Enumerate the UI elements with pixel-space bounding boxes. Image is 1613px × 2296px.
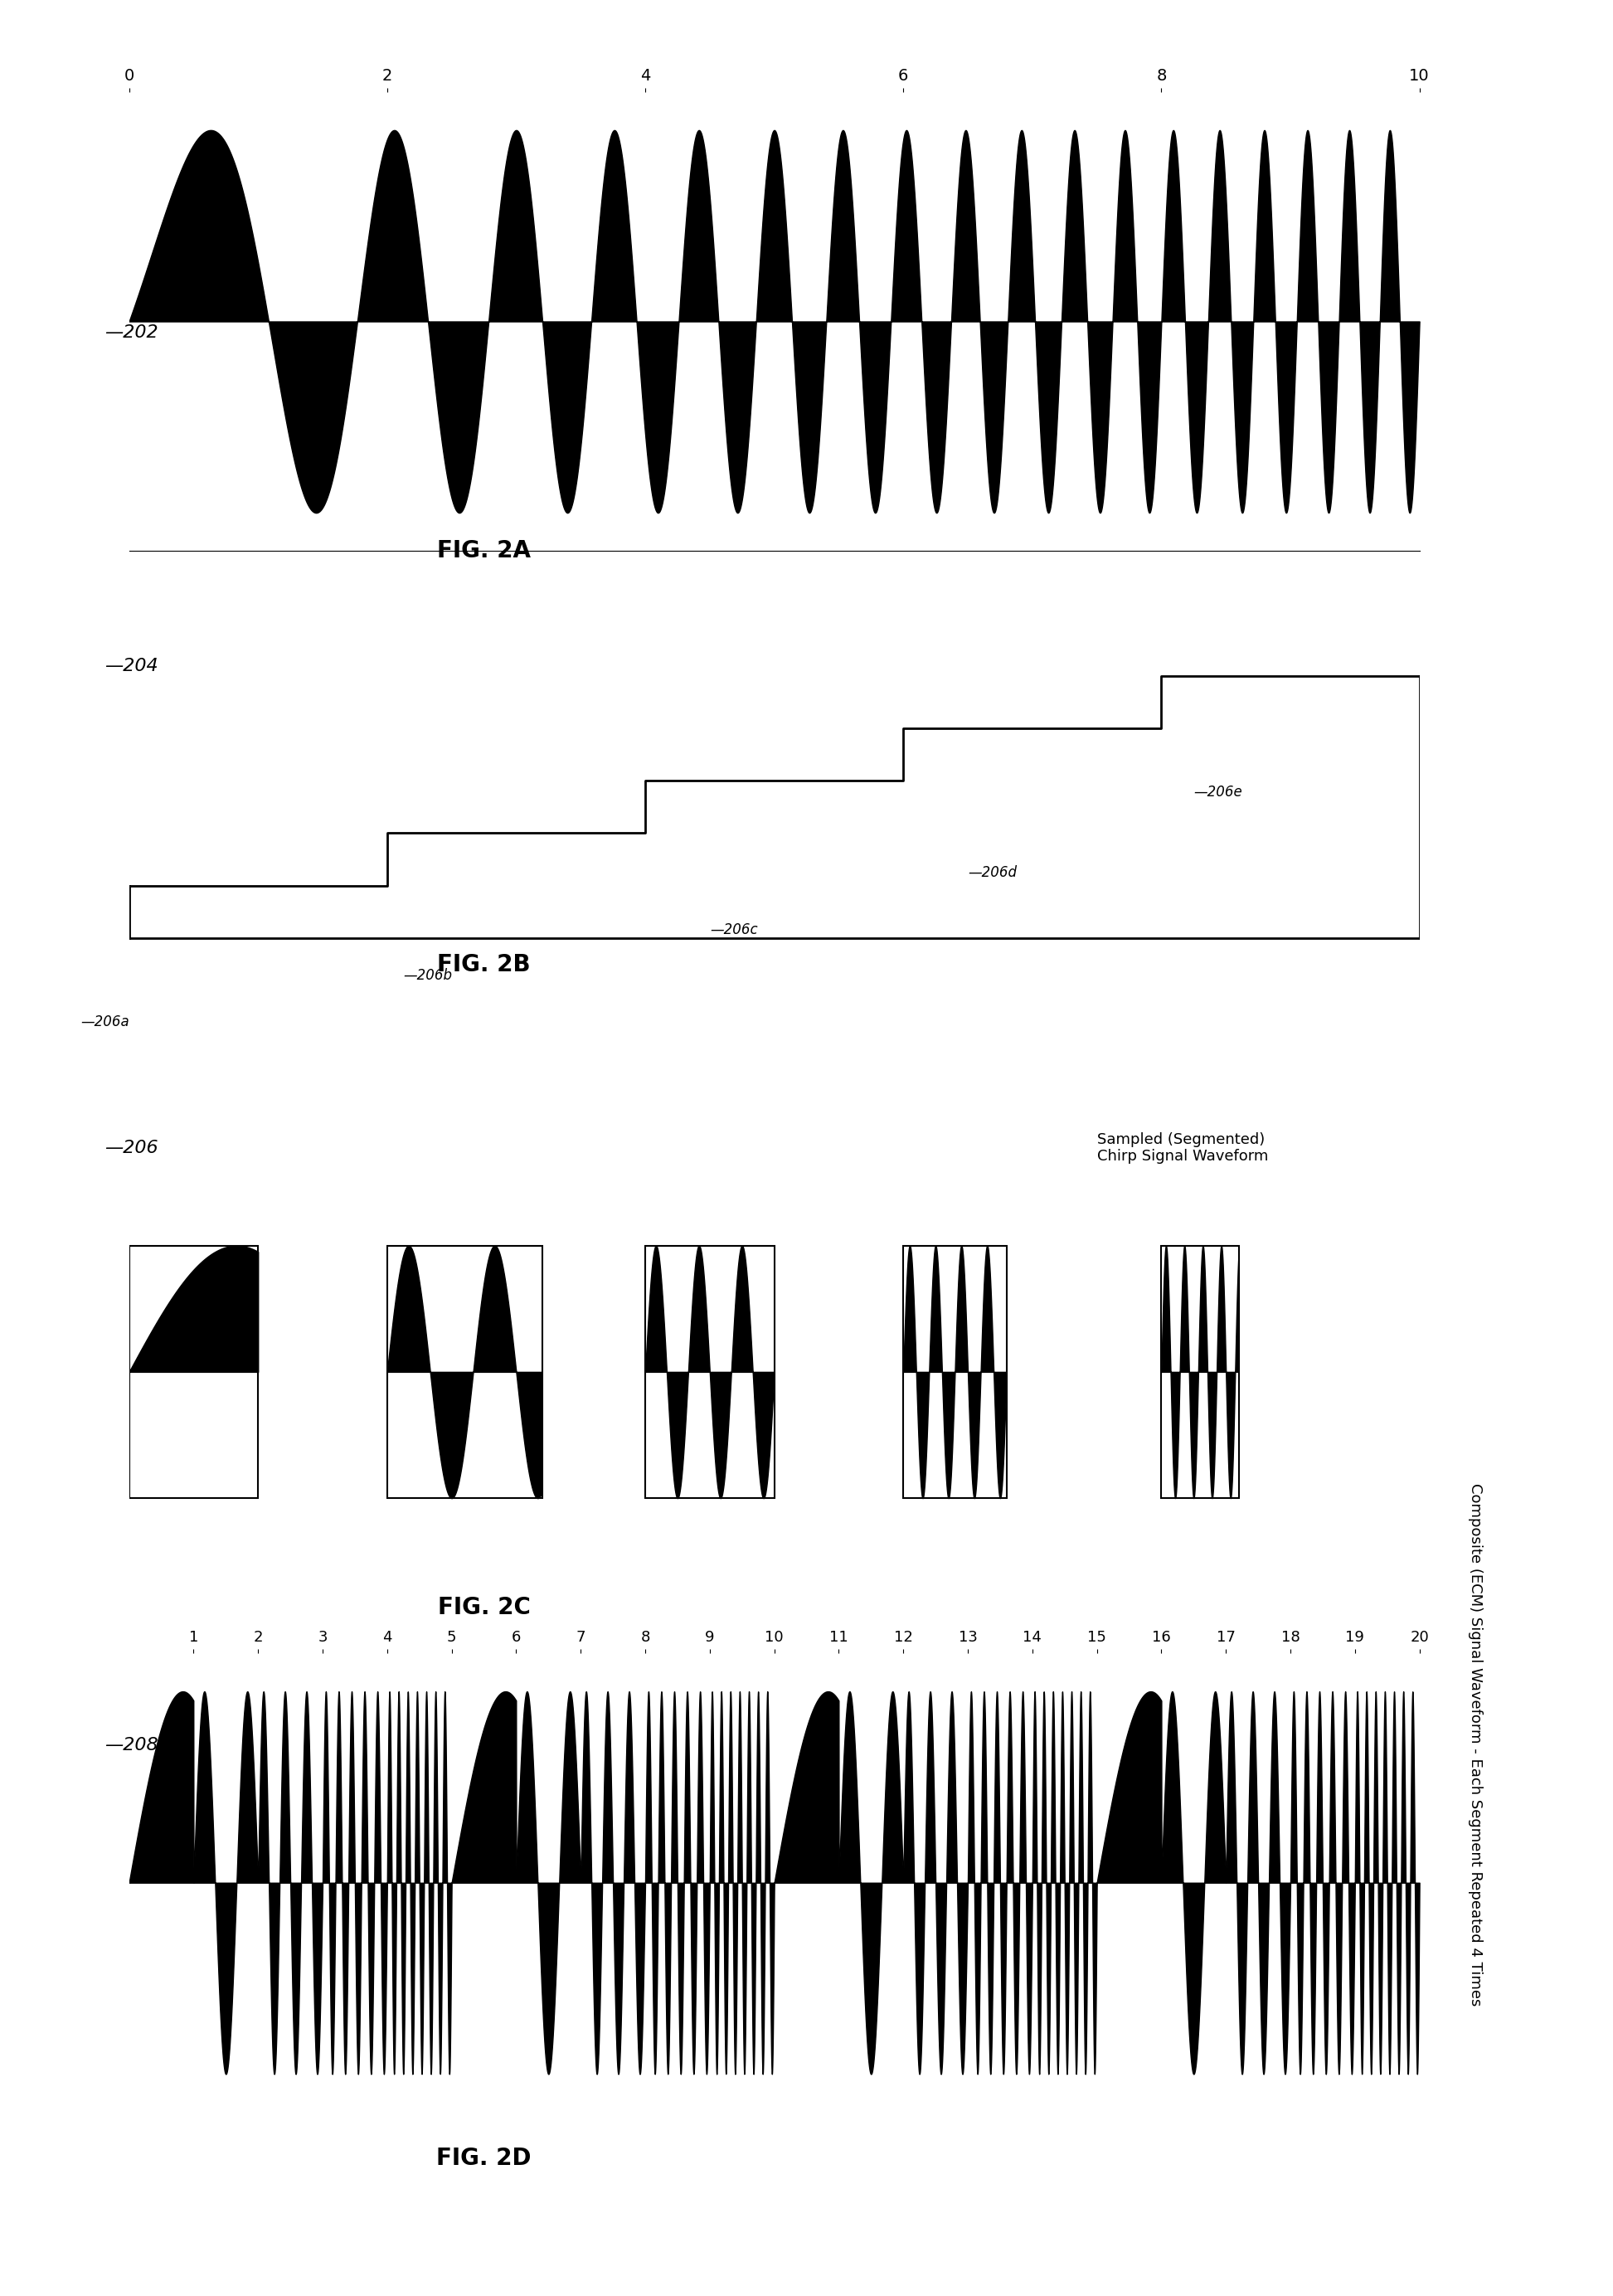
Text: Sampled (Segmented)
Chirp Signal Waveform: Sampled (Segmented) Chirp Signal Wavefor…: [1097, 1132, 1268, 1164]
Bar: [903, 1244, 1007, 1499]
Text: FIG. 2C: FIG. 2C: [437, 1596, 531, 1619]
Bar: [129, 1244, 258, 1499]
Text: —204: —204: [105, 657, 158, 675]
Text: FIG. 2B: FIG. 2B: [437, 953, 531, 976]
Bar: [645, 1244, 774, 1499]
Text: —208: —208: [105, 1736, 158, 1754]
Bar: [387, 1244, 542, 1499]
Text: Composite (ECM) Signal Waveform - Each Segment Repeated 4 Times: Composite (ECM) Signal Waveform - Each S…: [1468, 1483, 1482, 2007]
Text: —206e: —206e: [1194, 785, 1242, 799]
Text: FIG. 2D: FIG. 2D: [437, 2147, 531, 2170]
Text: —206: —206: [105, 1139, 158, 1157]
Text: —202: —202: [105, 324, 158, 342]
Text: —206a: —206a: [81, 1015, 129, 1029]
Bar: [1161, 1244, 1239, 1499]
Text: —206d: —206d: [968, 866, 1016, 879]
Text: FIG. 2A: FIG. 2A: [437, 540, 531, 563]
Text: —206c: —206c: [710, 923, 758, 937]
Text: —206b: —206b: [403, 969, 452, 983]
